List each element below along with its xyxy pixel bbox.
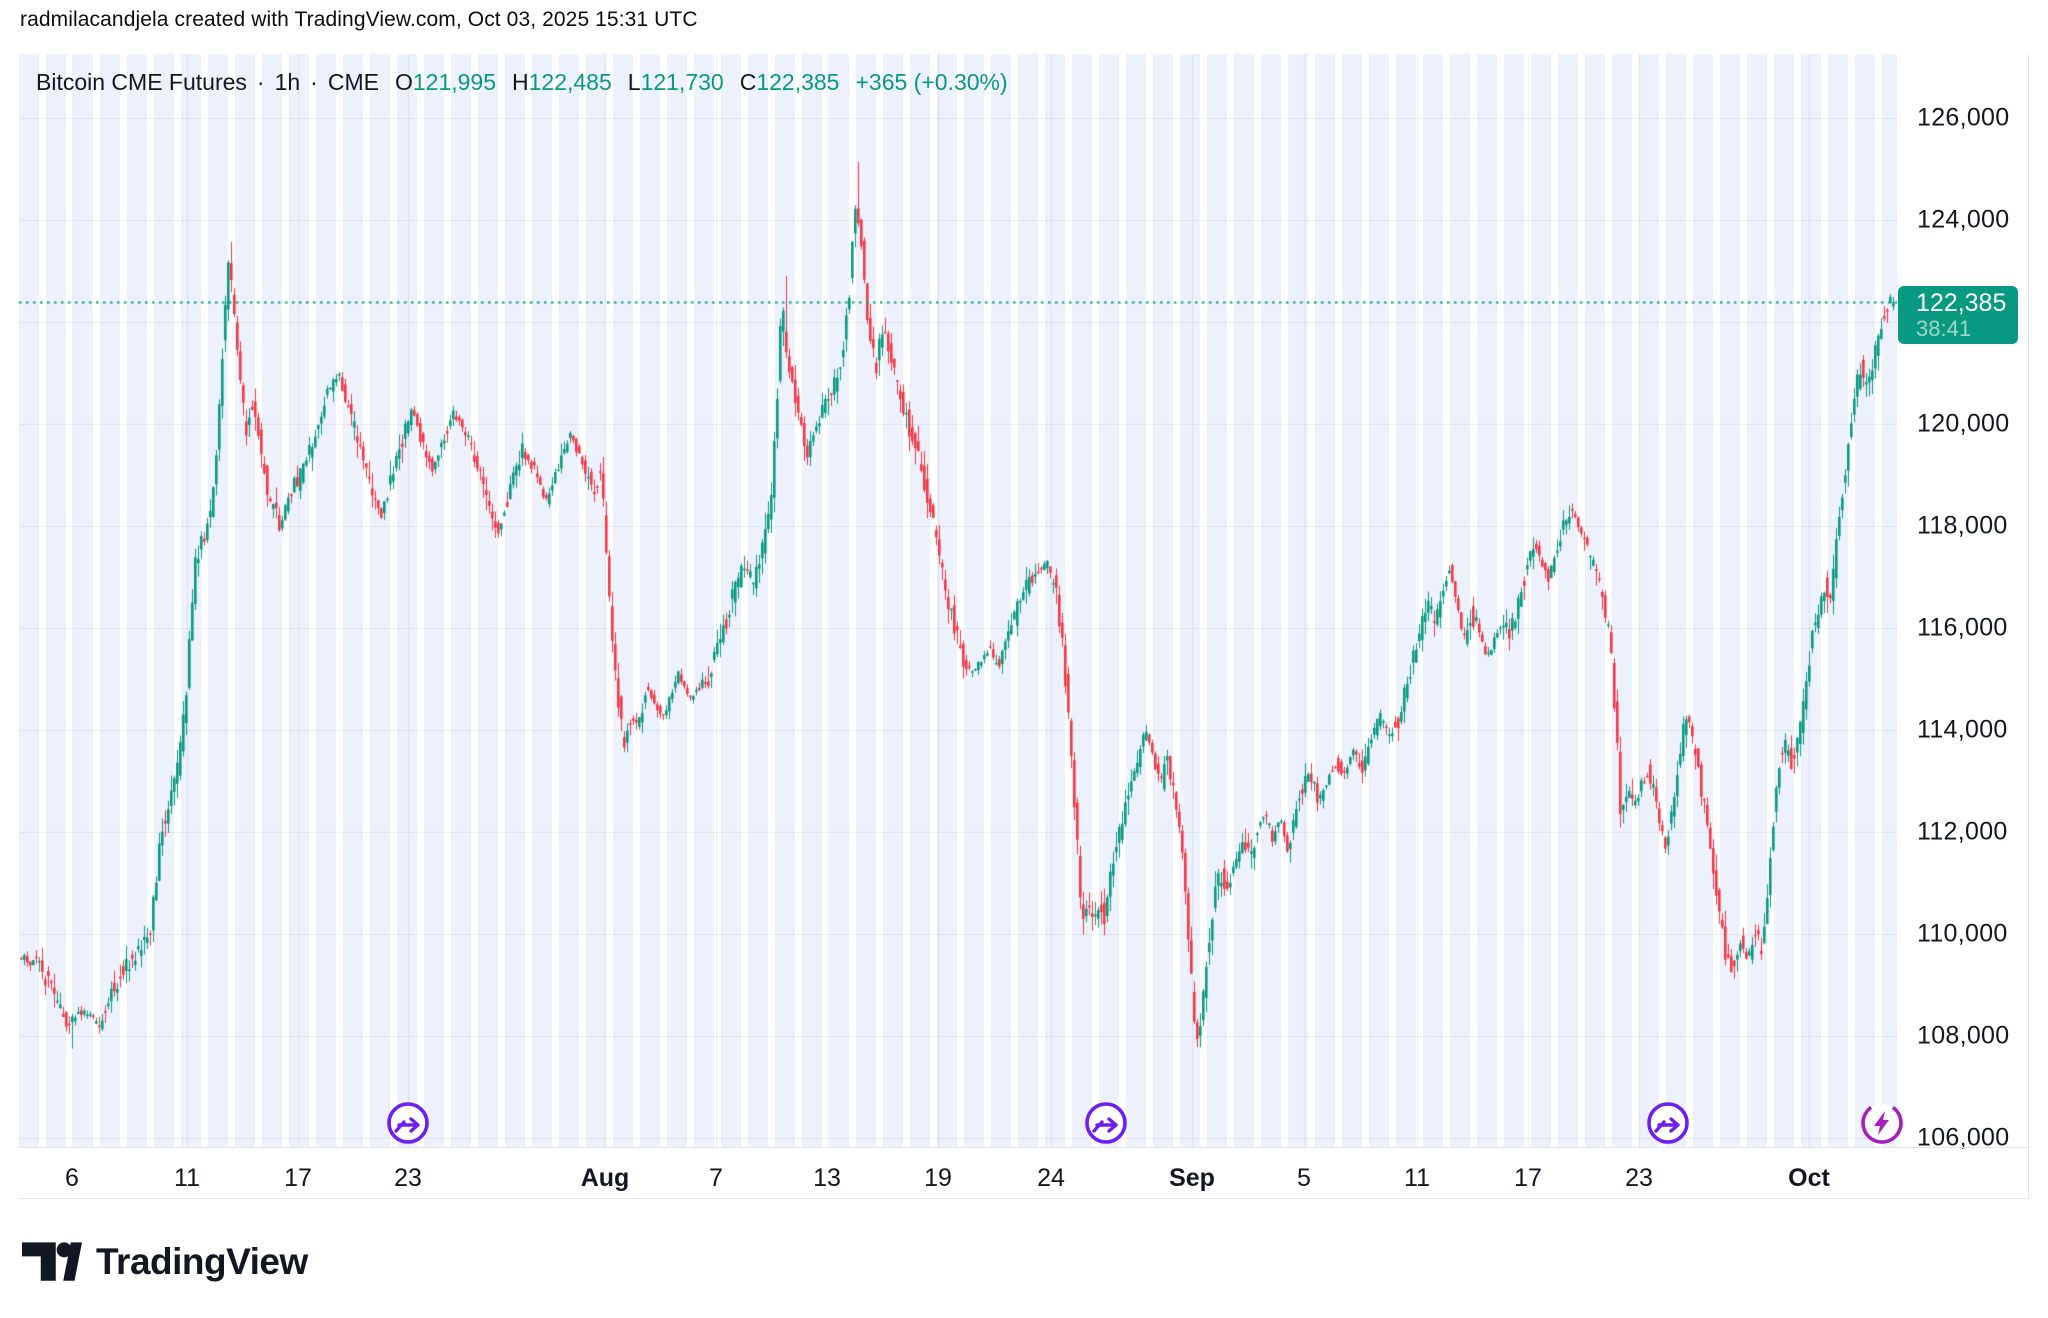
bar-countdown-timer: 38:41 (1916, 315, 1972, 341)
time-axis-label: Oct (1788, 1164, 1830, 1192)
price-axis-label: 118,000 (1917, 511, 2008, 540)
price-axis-label: 112,000 (1917, 817, 2008, 846)
flash-event-icon[interactable] (1858, 1099, 1906, 1147)
price-axis-label: 126,000 (1917, 103, 2010, 132)
right-border-line (2028, 54, 2029, 1199)
symbol-legend[interactable]: Bitcoin CME Futures · 1h · CME O121,995 … (36, 69, 1008, 96)
ohlc-low: L121,730 (627, 69, 724, 95)
contract-rollover-icon[interactable] (384, 1099, 432, 1147)
price-axis-label: 114,000 (1917, 715, 2008, 744)
attribution-text: radmilacandjela created with TradingView… (20, 8, 698, 31)
symbol-interval: 1h (274, 69, 301, 95)
time-axis-label: 17 (284, 1164, 312, 1192)
ohlc-close: C122,385 (739, 69, 840, 95)
bottom-border-line (19, 1198, 2029, 1199)
symbol-title: Bitcoin CME Futures (36, 69, 247, 95)
tradingview-logo-icon (22, 1242, 82, 1281)
time-axis-label: 5 (1297, 1164, 1311, 1192)
time-axis-separator-line (19, 1147, 2029, 1148)
time-axis-label: 6 (65, 1164, 79, 1192)
time-axis-label: Aug (580, 1164, 630, 1192)
tradingview-logo[interactable]: TradingView (22, 1240, 308, 1284)
ohlc-open: O121,995 (394, 69, 496, 95)
contract-rollover-icon[interactable] (1644, 1099, 1692, 1147)
time-axis-label: 7 (709, 1164, 723, 1192)
price-axis-label: 120,000 (1917, 409, 2010, 438)
time-axis-label: 23 (1625, 1164, 1653, 1192)
price-axis-label: 116,000 (1917, 613, 2008, 642)
time-axis-label: 11 (1404, 1164, 1430, 1192)
current-price-value: 122,385 (1916, 288, 2007, 317)
time-axis-label: 24 (1037, 1164, 1065, 1192)
time-axis-label: 23 (394, 1164, 422, 1192)
current-price-badge: 122,385 38:41 (1898, 285, 2018, 344)
legend-separator: · (310, 69, 318, 95)
change-value: +365 (+0.30%) (855, 69, 1008, 95)
tradingview-logo-text: TradingView (96, 1241, 308, 1282)
price-axis-label: 106,000 (1917, 1123, 2010, 1152)
time-axis-label: 11 (174, 1164, 200, 1192)
ohlc-high: H122,485 (512, 69, 612, 95)
contract-rollover-icon[interactable] (1082, 1099, 1130, 1147)
time-axis-label: 17 (1514, 1164, 1542, 1192)
time-axis-label: Sep (1169, 1164, 1215, 1192)
price-axis-label: 124,000 (1917, 205, 2010, 234)
legend-separator: · (256, 69, 265, 95)
symbol-exchange: CME (327, 69, 379, 95)
time-axis-label: 13 (813, 1164, 841, 1192)
price-axis-label: 110,000 (1917, 919, 2008, 948)
time-axis-label: 19 (924, 1164, 952, 1192)
price-axis-label: 108,000 (1917, 1021, 2010, 1050)
